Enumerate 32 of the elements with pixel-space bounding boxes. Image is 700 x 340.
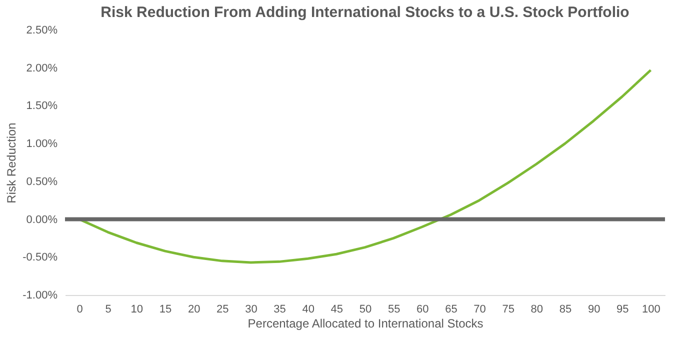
y-tick-label: -1.00% (22, 290, 58, 302)
x-tick-label: 40 (302, 304, 314, 316)
x-tick-label: 50 (359, 304, 372, 316)
x-tick-label: 15 (159, 304, 172, 316)
x-tick-label: 70 (474, 304, 486, 316)
x-tick-label: 0 (76, 304, 83, 316)
x-tick-label: 90 (588, 304, 600, 316)
x-tick-label: 25 (216, 304, 229, 316)
y-tick-label: -0.50% (22, 252, 58, 264)
x-tick-label: 10 (130, 304, 144, 316)
x-axis-title: Percentage Allocated to International Stocks (248, 316, 484, 330)
x-tick-label: 75 (502, 304, 514, 316)
x-tick-label: 30 (245, 304, 258, 316)
y-tick-label: 2.50% (26, 24, 58, 36)
x-tick-label: 95 (616, 304, 629, 316)
x-tick-label: 65 (445, 304, 458, 316)
chart-title: Risk Reduction From Adding International Stocks to a U.S. Stock Portfolio (100, 4, 630, 21)
y-tick-label: 0.00% (26, 214, 58, 226)
x-tick-label: 35 (274, 304, 286, 316)
y-tick-label: 1.50% (26, 100, 58, 112)
x-tick-label: 80 (530, 304, 544, 316)
x-tick-label: 100 (642, 304, 660, 316)
x-tick-label: 45 (330, 304, 344, 316)
x-tick-label: 20 (188, 304, 200, 316)
y-tick-label: 0.50% (26, 176, 58, 188)
y-axis-title: Risk Reduction (4, 122, 19, 204)
x-tick-label: 60 (416, 304, 429, 316)
x-tick-label: 85 (559, 304, 572, 316)
y-tick-label: 2.00% (26, 62, 58, 74)
x-tick-label: 55 (388, 304, 400, 316)
x-tick-label: 5 (105, 304, 112, 316)
y-tick-label: 1.00% (26, 138, 58, 150)
